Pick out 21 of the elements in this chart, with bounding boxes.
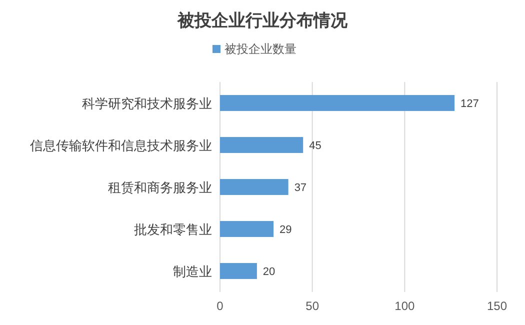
bar bbox=[220, 221, 274, 237]
x-tick-label: 0 bbox=[216, 299, 224, 313]
x-tick-label: 100 bbox=[394, 299, 415, 313]
y-tick-label: 制造业 bbox=[173, 264, 212, 279]
legend-label: 被投企业数量 bbox=[224, 42, 296, 56]
y-tick-label: 批发和零售业 bbox=[134, 222, 212, 237]
data-label: 37 bbox=[294, 182, 307, 194]
bar bbox=[220, 137, 304, 153]
x-tick-label: 150 bbox=[486, 299, 508, 313]
bar bbox=[220, 179, 288, 195]
data-label: 29 bbox=[280, 224, 292, 236]
data-label: 20 bbox=[262, 266, 276, 278]
bar bbox=[220, 95, 455, 111]
data-label: 127 bbox=[460, 98, 479, 110]
y-tick-label: 租赁和商务服务业 bbox=[108, 180, 212, 195]
bar bbox=[220, 263, 257, 279]
chart-title: 被投企业行业分布情况 bbox=[176, 11, 348, 30]
y-tick-label: 信息传输软件和信息技术服务业 bbox=[30, 138, 212, 153]
data-label: 45 bbox=[309, 140, 322, 152]
y-tick-label: 科学研究和技术服务业 bbox=[82, 96, 212, 111]
x-tick-label: 50 bbox=[306, 299, 320, 313]
